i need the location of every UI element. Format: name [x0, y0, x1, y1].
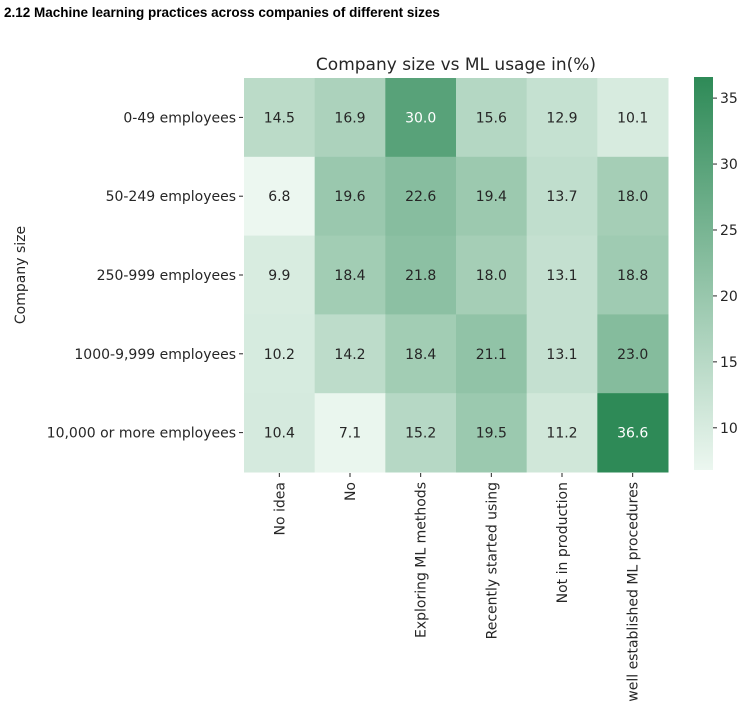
heatmap-cell — [385, 78, 457, 158]
cell-value-label: 14.5 — [264, 110, 295, 126]
heatmap-cell — [314, 156, 386, 237]
cell-value-label: 19.4 — [476, 189, 507, 205]
heatmap-cell — [526, 314, 598, 394]
cell-value-label: 12.9 — [546, 110, 577, 126]
heatmap-cell — [244, 393, 316, 473]
heatmap-cell — [314, 235, 386, 315]
cell-value-label: 21.8 — [405, 268, 436, 284]
cell-value-label: 22.6 — [405, 189, 436, 205]
heatmap-cell — [597, 156, 669, 237]
x-tick-label: No idea — [272, 482, 288, 535]
cell-value-label: 14.2 — [334, 347, 365, 363]
cell-value-label: 13.7 — [546, 189, 577, 205]
x-tick-label: well established ML procedures — [626, 482, 642, 702]
y-tick-label: 50-249 employees — [106, 189, 236, 205]
colorbar-tick-label: 35 — [720, 91, 738, 107]
heatmap-cell — [314, 314, 386, 394]
heatmap-cell — [456, 78, 528, 158]
cell-value-label: 30.0 — [405, 110, 436, 126]
cell-value-label: 13.1 — [546, 347, 577, 363]
cell-value-label: 10.1 — [617, 110, 648, 126]
heatmap-cell — [597, 314, 669, 394]
x-tick-label: Exploring ML methods — [414, 482, 430, 638]
y-axis-ticks: 0-49 employees 50-249 employees 250-999 em… — [47, 110, 243, 442]
heatmap-cell — [456, 393, 528, 473]
cell-value-label: 18.8 — [617, 268, 648, 284]
colorbar-tick-label: 10 — [720, 421, 738, 437]
cell-value-label: 11.2 — [546, 426, 577, 442]
cell-value-label: 18.4 — [334, 268, 365, 284]
cell-value-label: 10.2 — [264, 347, 295, 363]
cell-value-label: 36.6 — [617, 426, 648, 442]
colorbar-tick-label: 15 — [720, 355, 738, 371]
heatmap-cell — [597, 393, 669, 473]
heatmap-cell — [456, 156, 528, 237]
cell-value-label: 9.9 — [268, 268, 290, 284]
cell-value-label: 18.0 — [617, 189, 648, 205]
heatmap-cell — [526, 156, 598, 237]
heatmap-cell — [244, 314, 316, 394]
colorbar-ticks: 10 15 20 25 30 35 — [713, 91, 738, 437]
heatmap-cell — [244, 78, 316, 158]
heatmap-cell — [244, 235, 316, 315]
heatmap-cell — [597, 235, 669, 315]
heatmap-cell — [385, 393, 457, 473]
cell-value-label: 7.1 — [339, 426, 361, 442]
heatmap-cells — [244, 78, 669, 473]
heatmap-cell — [526, 235, 598, 315]
heatmap-cell — [314, 78, 386, 158]
heatmap-cell — [385, 235, 457, 315]
heatmap-cell — [385, 314, 457, 394]
page-heading: 2.12 Machine learning practices across c… — [4, 5, 440, 20]
chart-title: Company size vs ML usage in(%) — [316, 55, 596, 75]
heatmap-cell — [456, 314, 528, 394]
colorbar-tick-label: 20 — [720, 289, 738, 305]
cell-value-label: 18.4 — [405, 347, 436, 363]
cell-value-label: 13.1 — [546, 268, 577, 284]
heatmap-cell — [244, 156, 316, 237]
heatmap-cell — [456, 235, 528, 315]
heatmap-cell — [314, 393, 386, 473]
cell-value-label: 18.0 — [476, 268, 507, 284]
colorbar-tick-label: 30 — [720, 157, 738, 173]
x-tick-label: Recently started using — [484, 482, 500, 639]
cell-value-label: 21.1 — [476, 347, 507, 363]
y-axis-label: Company size — [13, 226, 29, 324]
cell-value-label: 15.2 — [405, 426, 436, 442]
x-axis-ticks: No idea No Exploring ML methods Recently st… — [272, 473, 642, 702]
heatmap-cell — [385, 156, 457, 237]
colorbar — [694, 77, 713, 470]
cell-value-label: 6.8 — [268, 189, 290, 205]
colorbar-tick-label: 25 — [720, 223, 738, 239]
y-tick-label: 1000-9,999 employees — [74, 347, 236, 363]
cell-annotations: 14.5 16.9 30.0 15.6 12.9 10.1 6.8 19.6 22.6 19.4 1… — [264, 110, 649, 441]
cell-value-label: 10.4 — [264, 426, 295, 442]
cell-value-label: 19.5 — [476, 426, 507, 442]
heatmap-cell — [526, 78, 598, 158]
cell-value-label: 16.9 — [334, 110, 365, 126]
heatmap-cell — [597, 78, 669, 158]
heatmap-cell — [526, 393, 598, 473]
cell-value-label: 19.6 — [334, 189, 365, 205]
x-tick-label: Not in production — [555, 482, 571, 603]
x-tick-label: No — [343, 482, 359, 501]
y-tick-label: 0-49 employees — [123, 110, 236, 126]
cell-value-label: 23.0 — [617, 347, 648, 363]
cell-value-label: 15.6 — [476, 110, 507, 126]
y-tick-label: 250-999 employees — [97, 268, 236, 284]
y-tick-label: 10,000 or more employees — [47, 426, 236, 442]
